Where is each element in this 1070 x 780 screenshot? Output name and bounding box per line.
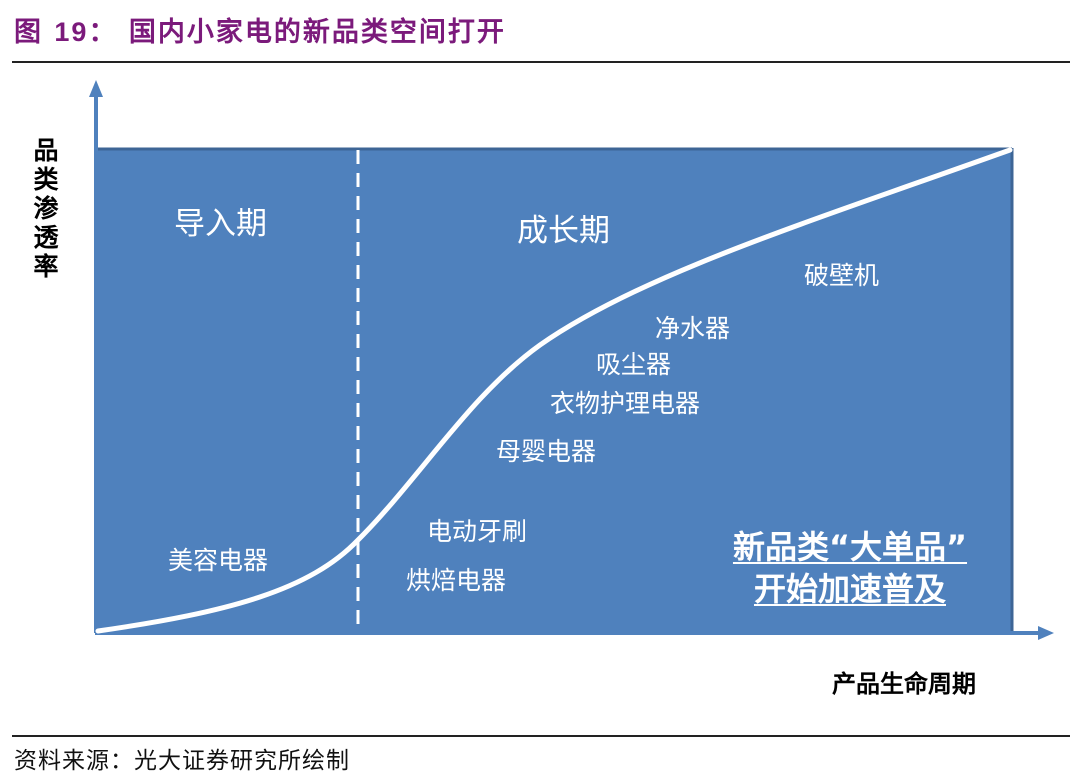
item-high-speed-blender: 破壁机 <box>804 261 880 290</box>
source-note: 资料来源：光大证券研究所绘制 <box>14 748 350 774</box>
figure-label: 图 <box>14 17 43 48</box>
item-water-purifier: 净水器 <box>655 314 731 343</box>
phase-introduction: 导入期 <box>174 206 267 242</box>
item-beauty-appliances: 美容电器 <box>168 546 269 575</box>
chart-panel <box>95 148 1012 633</box>
item-baking-appliances: 烘焙电器 <box>406 566 507 595</box>
y-axis-arrow-icon <box>89 80 103 97</box>
figure-title-text: 国内小家电的新品类空间打开 <box>128 17 506 48</box>
item-maternal-baby-appliances: 母婴电器 <box>496 437 597 466</box>
x-axis-arrow-icon <box>1038 626 1054 640</box>
figure-title: 图 19： 国内小家电的新品类空间打开 <box>14 10 506 49</box>
callout-text: 新品类“大单品” 开始加速普及 <box>700 526 1000 610</box>
item-garment-care-appliances: 衣物护理电器 <box>550 389 701 418</box>
callout-line-1: 新品类“大单品” <box>732 528 968 566</box>
phase-growth: 成长期 <box>517 213 610 249</box>
callout-line-2: 开始加速普及 <box>753 570 946 608</box>
item-vacuum-cleaner: 吸尘器 <box>596 350 672 379</box>
figure-number: 19： <box>54 17 118 47</box>
y-axis-label: 品类渗透率 <box>33 136 59 281</box>
bottom-divider <box>12 735 1070 737</box>
top-divider <box>12 61 1070 63</box>
item-electric-toothbrush: 电动牙刷 <box>427 517 528 546</box>
adoption-curve <box>95 147 1013 634</box>
x-axis-label: 产品生命周期 <box>832 670 976 698</box>
